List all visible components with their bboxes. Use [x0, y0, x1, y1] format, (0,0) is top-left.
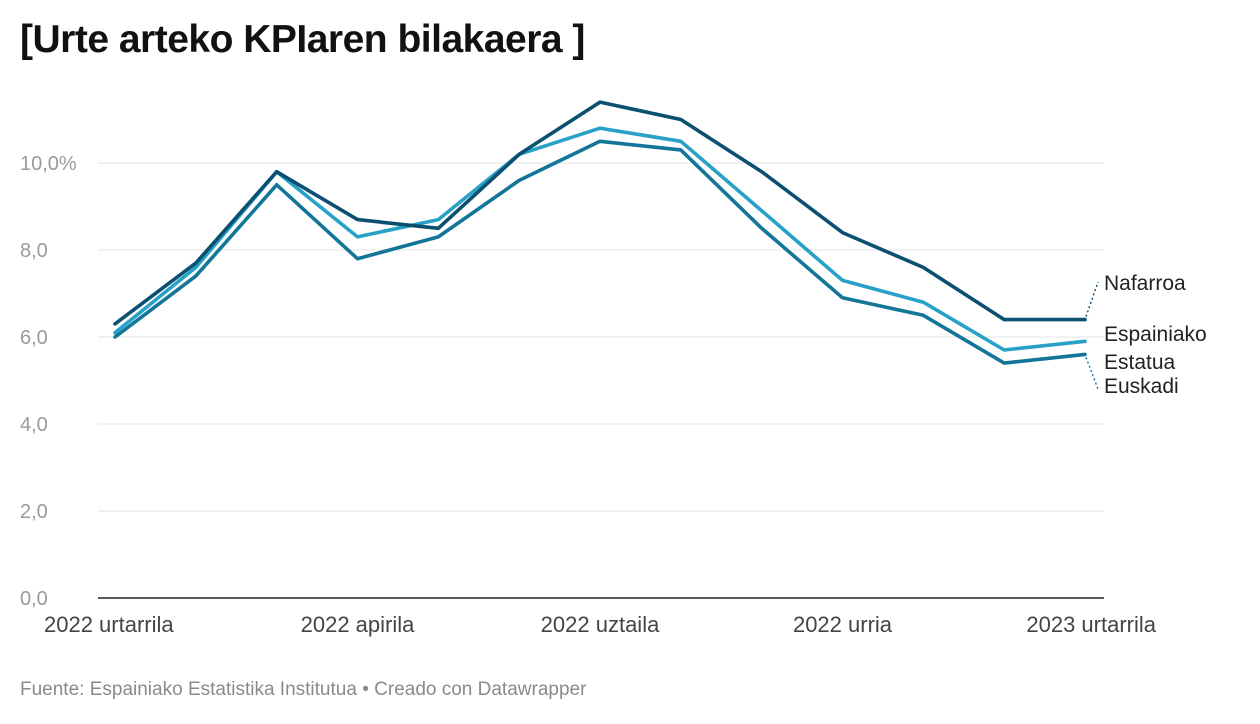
chart-footer: Fuente: Espainiako Estatistika Institutu…: [20, 679, 586, 701]
footer-separator: •: [362, 679, 369, 700]
source-text: Fuente: Espainiako Estatistika Institutu…: [20, 679, 357, 700]
credit-text: Creado con Datawrapper: [374, 679, 587, 700]
x-tick-label: 2022 apirila: [301, 612, 416, 637]
label-leader: [1085, 281, 1099, 317]
series-line-euskadi: [113, 139, 1087, 365]
series-lines: [113, 100, 1087, 365]
series-line-espainiako-estatua: [113, 126, 1087, 352]
series-line-nafarroa: [113, 100, 1087, 326]
y-axis-tick-labels: 0,0 2,0 4,0 6,0 8,0 10,0%: [20, 153, 77, 610]
x-axis-tick-labels: 2022 urtarrila 2022 apirila 2022 uztaila 20…: [44, 612, 1157, 637]
series-label: Euskadi: [1104, 375, 1179, 398]
series-label: Estatua: [1104, 351, 1176, 374]
series-label: Espainiako: [1104, 323, 1207, 346]
grid-lines: [98, 162, 1104, 599]
series-label: Nafarroa: [1104, 272, 1186, 295]
chart-title: [Urte arteko KPIaren bilakaera ]: [20, 18, 585, 61]
y-tick-label: 10,0%: [20, 153, 77, 175]
y-tick-label: 4,0: [20, 414, 48, 436]
x-tick-label: 2022 urtarrila: [44, 612, 174, 637]
y-tick-label: 8,0: [20, 240, 48, 262]
y-tick-label: 2,0: [20, 501, 48, 523]
x-tick-label: 2022 urria: [793, 612, 893, 637]
y-tick-label: 0,0: [20, 588, 48, 610]
label-leader: [1085, 357, 1099, 390]
x-tick-label: 2022 uztaila: [541, 612, 660, 637]
x-tick-label: 2023 urtarrila: [1026, 612, 1156, 637]
y-tick-label: 6,0: [20, 327, 48, 349]
